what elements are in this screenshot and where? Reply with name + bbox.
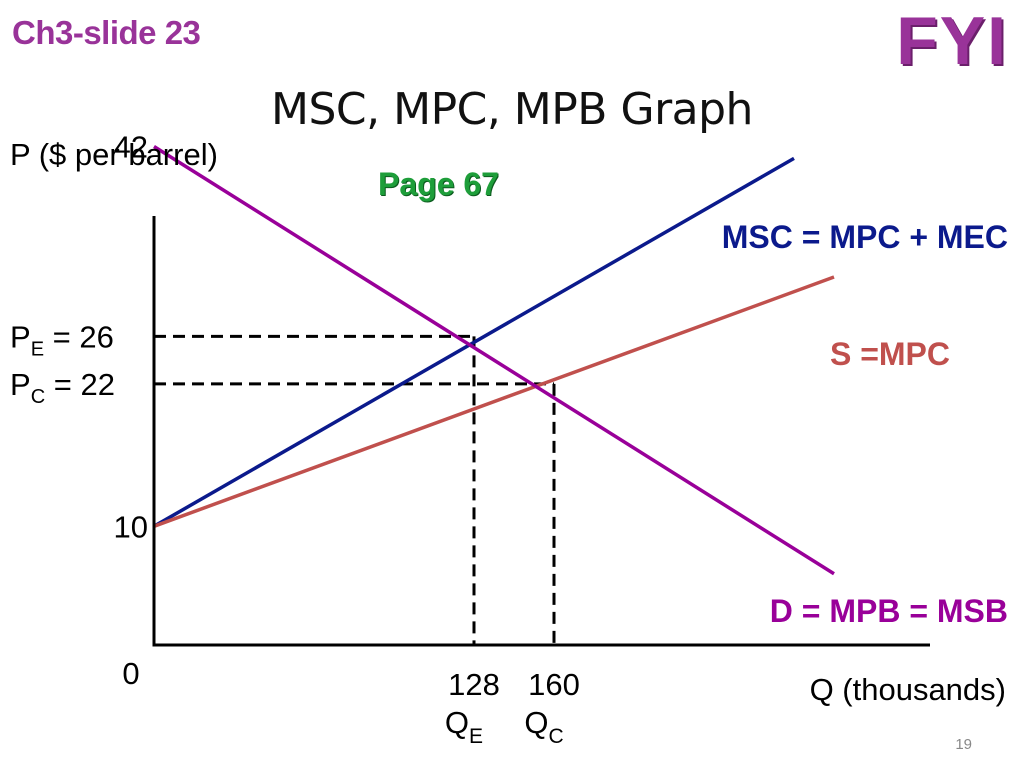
price-label-main: P	[10, 367, 31, 402]
quantity-value-e: 128	[448, 667, 500, 702]
quantity-value-c: 160	[528, 667, 580, 702]
slide-label: Ch3-slide 23	[12, 14, 201, 51]
axis-labels: P ($ per barrel) Q (thousands) 0 42 10 MSC = …	[10, 129, 1008, 748]
price-label-c: PC = 22	[10, 367, 115, 408]
origin-label: 0	[122, 656, 139, 691]
price-label-e: PE = 26	[10, 319, 114, 360]
price-label-sub: E	[31, 338, 44, 360]
series-label-mpb: D = MPB = MSB	[770, 593, 1008, 629]
guide-lines	[154, 334, 556, 645]
quantity-label-c: QC	[524, 705, 563, 748]
y-tick-label-10: 10	[114, 509, 148, 544]
page-reference: Page 67	[378, 166, 499, 202]
price-label-rest: = 26	[44, 319, 114, 354]
slide-number: 19	[955, 736, 972, 753]
chart-title: MSC, MPC, MPB Graph	[271, 84, 753, 135]
quantity-label-main: Q	[445, 705, 469, 740]
series-msc-line	[153, 156, 795, 528]
x-axis-label: Q (thousands)	[810, 672, 1006, 707]
curve-lines	[153, 144, 835, 576]
series-label-mpc: S =MPC	[830, 336, 950, 372]
price-label-sub: C	[31, 386, 45, 408]
y-tick-label-42: 42	[114, 129, 148, 164]
price-label-rest: = 22	[45, 367, 115, 402]
fyi-badge: FYI	[896, 3, 1008, 79]
series-mpc-line	[153, 275, 835, 528]
quantity-label-e: QE	[445, 705, 483, 748]
quantity-label-sub: C	[548, 725, 563, 748]
price-label-main: P	[10, 319, 31, 354]
quantity-label-main: Q	[524, 705, 548, 740]
y-axis-label: P ($ per barrel)	[10, 137, 218, 172]
series-mpb-line	[153, 144, 835, 576]
quantity-label-sub: E	[469, 725, 483, 748]
series-label-msc: MSC = MPC + MEC	[722, 219, 1008, 255]
